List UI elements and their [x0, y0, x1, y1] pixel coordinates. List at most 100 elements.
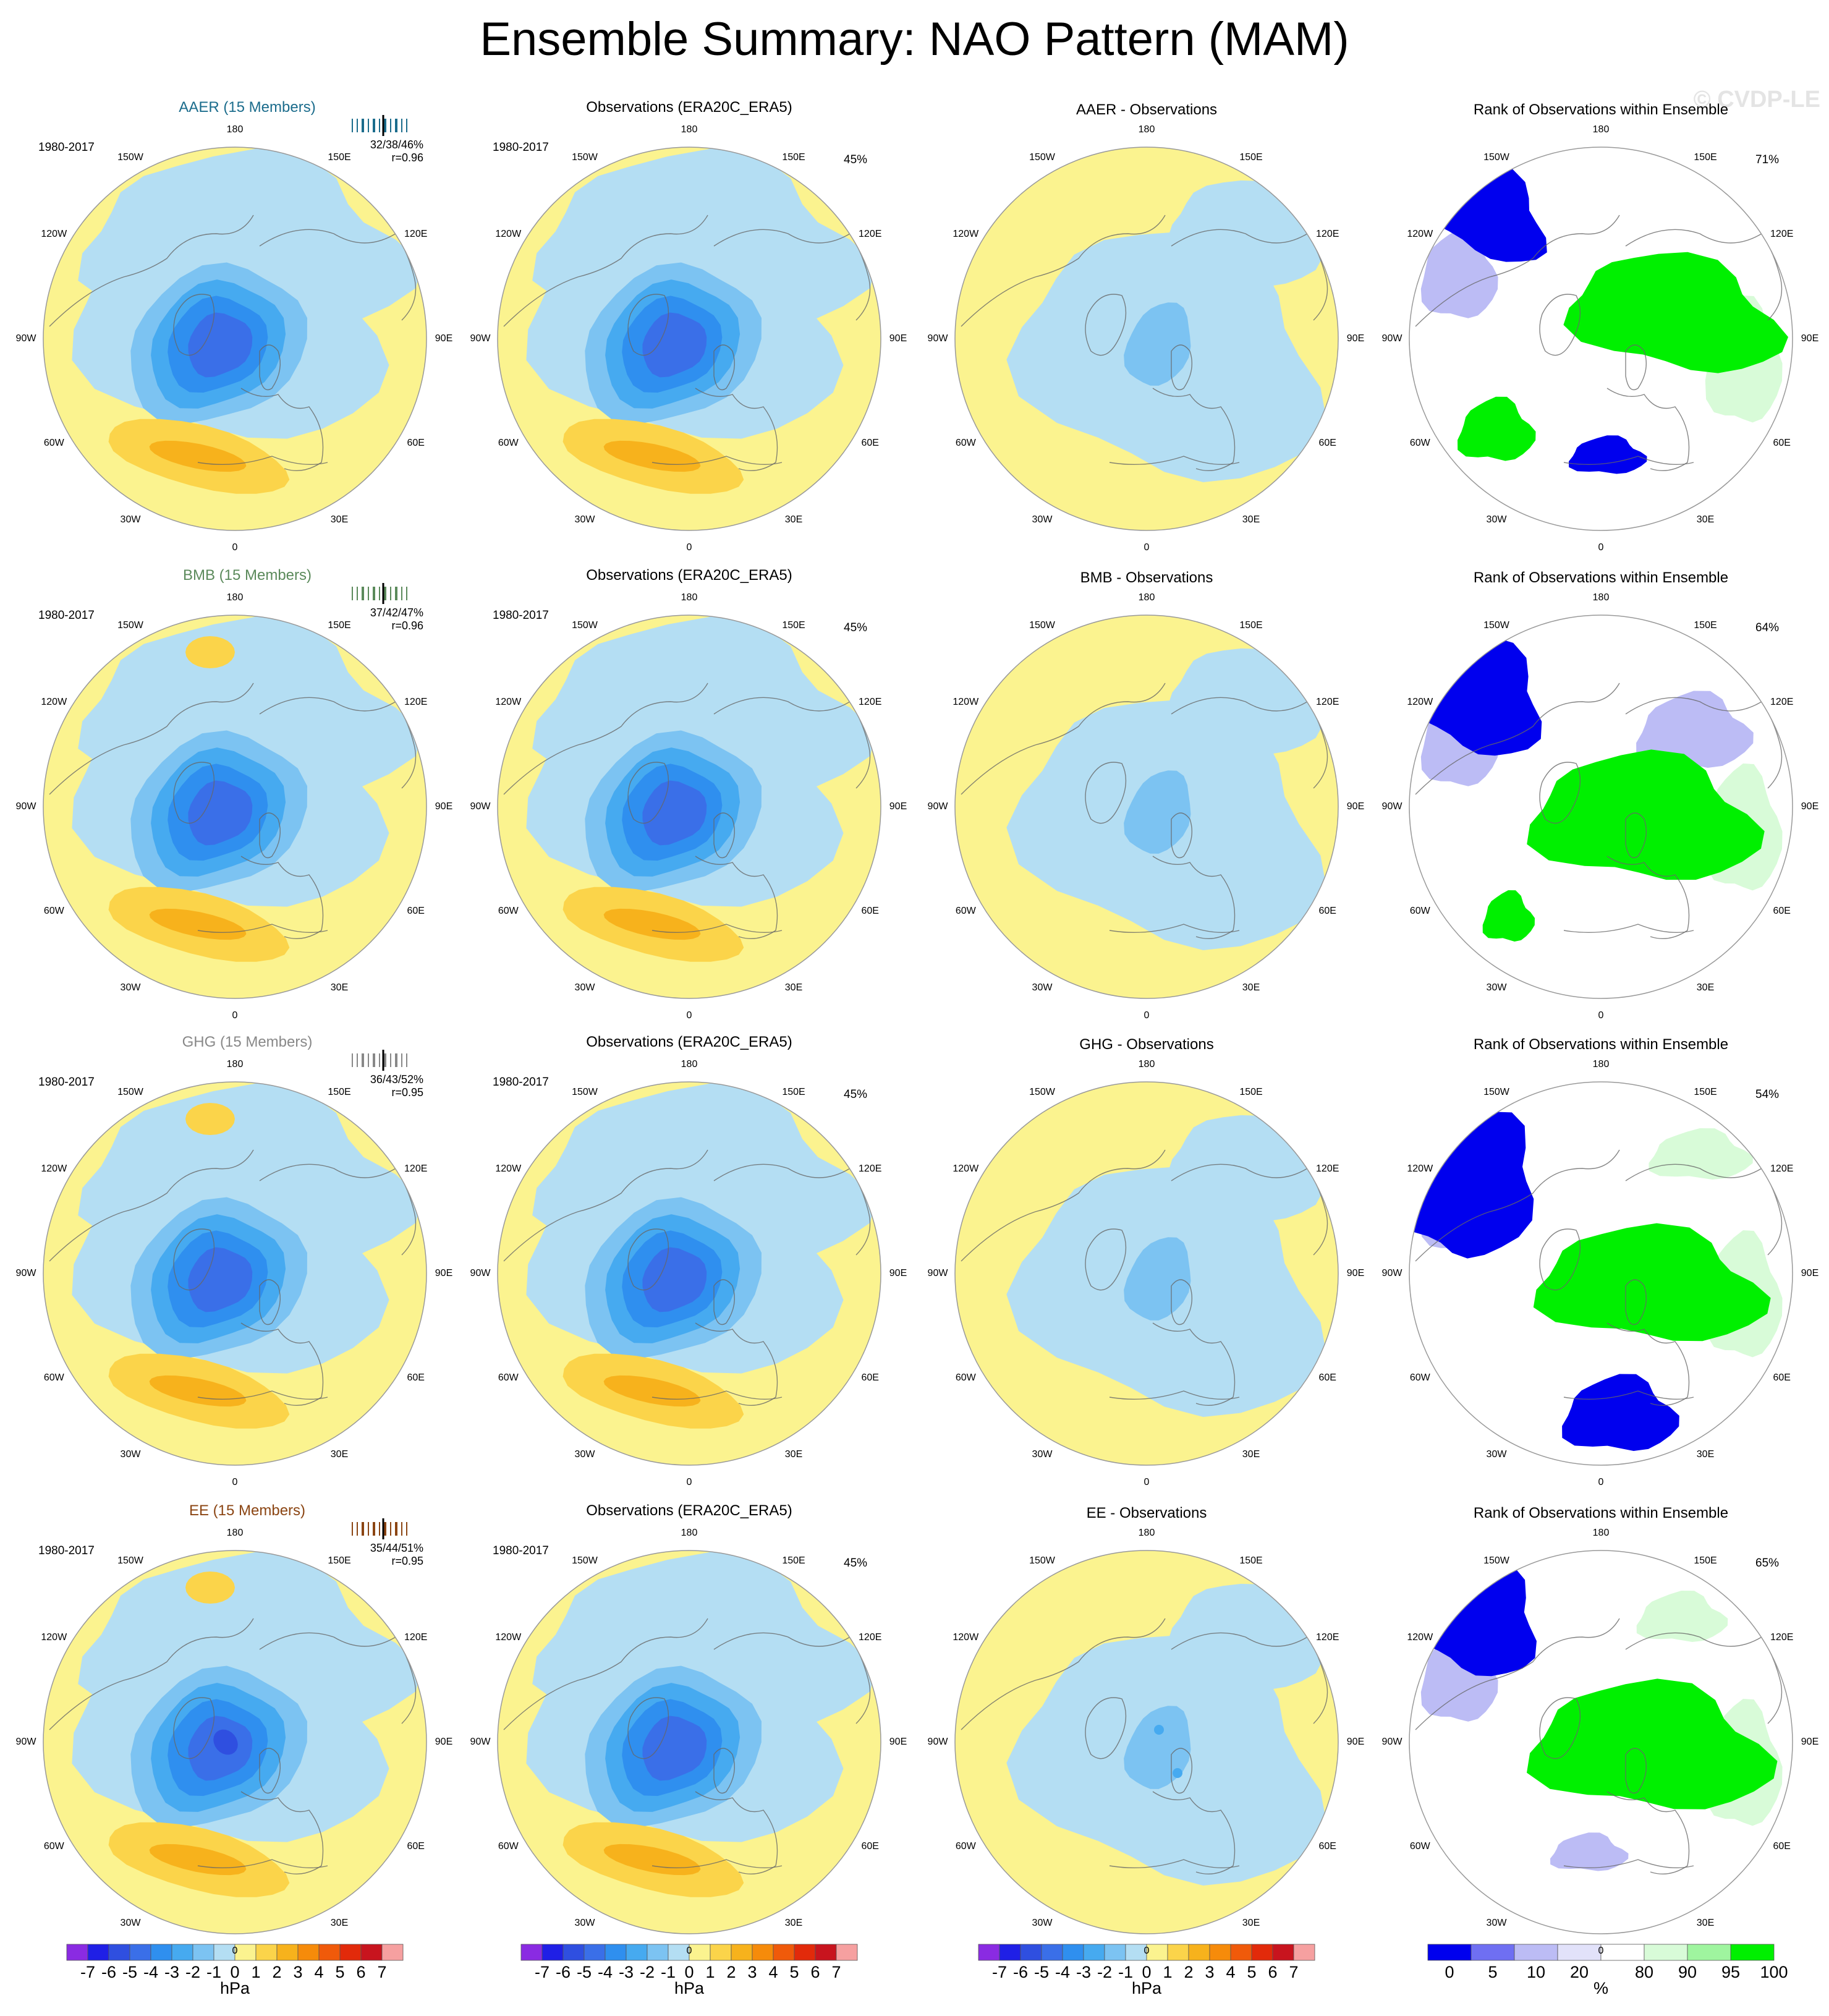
- ensemble-corr: r=0.95: [391, 1086, 423, 1099]
- period-label: 1980-2017: [493, 1076, 549, 1089]
- map-border: [954, 1550, 1339, 1934]
- lon-label-l150w: 150W: [1483, 152, 1509, 163]
- rank-title: Rank of Observations within Ensemble: [1473, 1505, 1729, 1521]
- map-border: [954, 615, 1339, 999]
- lon-label-l120w: 120W: [41, 229, 67, 239]
- lon-label-l120w: 120W: [953, 1163, 979, 1174]
- lon-label-l180: 180: [681, 592, 698, 603]
- ensemble-corr: r=0.96: [391, 151, 423, 164]
- observations-title: Observations (ERA20C_ERA5): [586, 99, 792, 116]
- lon-label-l180: 180: [226, 1059, 244, 1070]
- member-spread-ticks: [352, 115, 407, 136]
- lon-label-l150e: 150E: [1694, 620, 1717, 631]
- map-border: [497, 615, 881, 999]
- lon-label-l120e: 120E: [1316, 1163, 1339, 1174]
- map-r1-c1: [498, 615, 881, 998]
- lon-label-l30e: 30E: [1242, 1448, 1260, 1460]
- observations-title: Observations (ERA20C_ERA5): [586, 1502, 792, 1519]
- lon-label-l30e: 30E: [1696, 1448, 1715, 1460]
- lon-label-l60e: 60E: [861, 1372, 879, 1383]
- page-title: Ensemble Summary: NAO Pattern (MAM): [480, 13, 1349, 66]
- colorbar-tick-label: -4: [1055, 1963, 1071, 1981]
- lon-label-l60w: 60W: [498, 438, 519, 448]
- lon-label-l120e: 120E: [404, 697, 428, 707]
- lon-label-l90e: 90E: [889, 1737, 907, 1747]
- lon-label-l90e: 90E: [1346, 801, 1365, 812]
- lon-label-l180: 180: [226, 124, 244, 135]
- colorbar-tick-label: 1: [705, 1963, 715, 1981]
- lon-label-l180: 180: [1138, 592, 1155, 603]
- lon-label-l90e: 90E: [435, 1737, 453, 1747]
- lon-label-l90w: 90W: [927, 801, 948, 812]
- colorbar-tick-label: 0: [684, 1963, 694, 1981]
- lon-label-l150e: 150E: [328, 620, 351, 631]
- colorbar-tick-label: 7: [1289, 1963, 1299, 1981]
- lon-label-l120w: 120W: [953, 229, 979, 239]
- lon-label-l60e: 60E: [407, 438, 425, 448]
- colorbar-tick-label: -5: [122, 1963, 138, 1981]
- map-border: [43, 147, 427, 531]
- lon-label-l60e: 60E: [1773, 1841, 1791, 1852]
- lon-label-l120e: 120E: [859, 229, 882, 239]
- period-label: 1980-2017: [493, 141, 549, 154]
- lon-label-l60e: 60E: [1318, 1841, 1336, 1852]
- period-label: 1980-2017: [38, 1544, 95, 1557]
- lon-label-l90e: 90E: [1801, 1737, 1819, 1747]
- lon-label-l120e: 120E: [404, 229, 428, 239]
- period-label: 1980-2017: [38, 141, 95, 154]
- map-r0-c0: [43, 147, 426, 530]
- lon-label-l30e: 30E: [784, 1448, 803, 1460]
- difference-title: EE - Observations: [1086, 1505, 1207, 1521]
- lon-label-l120w: 120W: [495, 1163, 522, 1174]
- lon-label-l90w: 90W: [927, 1737, 948, 1747]
- lon-label-l180: 180: [1592, 592, 1610, 603]
- rank-title: Rank of Observations within Ensemble: [1473, 101, 1729, 118]
- colorbar-tick-label: 5: [1488, 1963, 1498, 1981]
- lon-label-l150e: 150E: [782, 152, 805, 163]
- lon-label-l30e: 30E: [784, 514, 803, 525]
- obs-percent: 45%: [844, 153, 868, 166]
- lon-label-l180: 180: [681, 1528, 698, 1538]
- map-r1-c3: [1409, 615, 1793, 998]
- lon-label-l150w: 150W: [572, 620, 598, 631]
- colorbar-tick-label: 6: [356, 1963, 366, 1981]
- colorbar-tick-label: 4: [1226, 1963, 1236, 1981]
- copyright-watermark: © CVDP-LE: [1693, 87, 1820, 113]
- lon-label-l150w: 150W: [572, 1087, 598, 1098]
- colorbar-unit: hPa: [219, 1979, 250, 1997]
- lon-label-l150e: 150E: [1239, 1555, 1263, 1567]
- lon-label-l150e: 150E: [782, 1087, 805, 1098]
- ensemble-stats: 36/43/52%: [370, 1073, 423, 1086]
- lon-label-l90w: 90W: [470, 1268, 491, 1278]
- lon-label-l150w: 150W: [1483, 620, 1509, 631]
- lon-label-l0: 0: [232, 1010, 238, 1021]
- lon-label-l150e: 150E: [328, 1555, 351, 1567]
- colorbar-tick-label: 6: [810, 1963, 820, 1981]
- ensemble-stats: 32/38/46%: [370, 138, 423, 151]
- lon-label-l30w: 30W: [120, 1917, 141, 1928]
- map-border: [43, 615, 427, 999]
- lon-label-l0: 0: [1598, 1010, 1604, 1021]
- lon-label-l180: 180: [226, 592, 244, 603]
- lon-label-l60w: 60W: [43, 1372, 64, 1383]
- lon-label-l90e: 90E: [889, 801, 907, 812]
- rank-percent: 65%: [1755, 1557, 1780, 1570]
- lon-label-l120w: 120W: [1407, 1632, 1433, 1643]
- map-border: [954, 147, 1339, 531]
- colorbar-tick-label: -7: [80, 1963, 96, 1981]
- lon-label-l180: 180: [681, 1059, 698, 1070]
- lon-label-l120w: 120W: [495, 1632, 522, 1643]
- lon-label-l150e: 150E: [1239, 1087, 1263, 1098]
- lon-label-l150w: 150W: [572, 1555, 598, 1567]
- lon-label-l60w: 60W: [955, 906, 976, 916]
- lon-label-l30w: 30W: [574, 514, 595, 525]
- colorbar-tick-label: -1: [660, 1963, 676, 1981]
- colorbar-tick-label: -2: [185, 1963, 201, 1981]
- colorbar-tick-label: -6: [101, 1963, 117, 1981]
- lon-label-l120w: 120W: [953, 1632, 979, 1643]
- difference-title: AAER - Observations: [1076, 101, 1218, 118]
- lon-label-l90e: 90E: [889, 333, 907, 344]
- colorbar-tick-label: 5: [335, 1963, 345, 1981]
- colorbar-tick-label: -5: [1033, 1963, 1050, 1981]
- lon-label-l60e: 60E: [407, 1372, 425, 1383]
